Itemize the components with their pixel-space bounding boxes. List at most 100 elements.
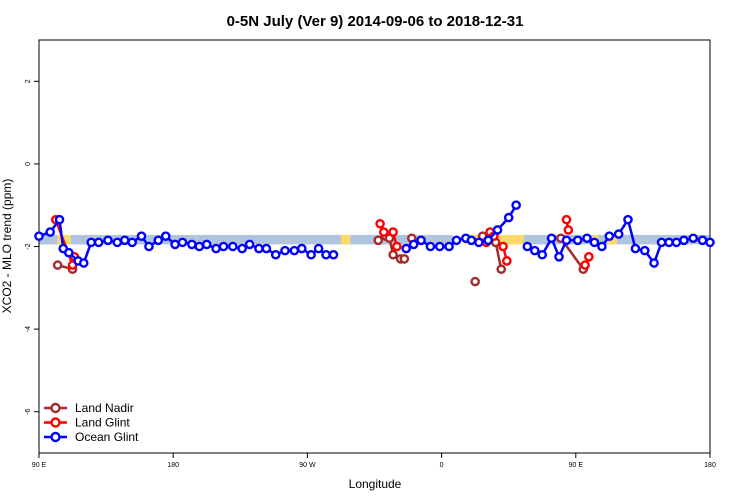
- data-point: [502, 256, 512, 266]
- data-point: [563, 225, 574, 235]
- data-point: [211, 243, 221, 254]
- data-point: [492, 225, 503, 235]
- x-tick-label: 90 E: [32, 462, 47, 469]
- data-point: [328, 249, 339, 260]
- data-point: [416, 235, 426, 246]
- band-segment: [340, 234, 351, 245]
- y-tick-label: 2: [25, 79, 32, 83]
- data-point: [671, 237, 682, 248]
- data-point: [503, 212, 514, 223]
- data-point: [321, 249, 331, 260]
- band-segment: [523, 234, 561, 245]
- series-ocean-glint: [34, 200, 715, 268]
- y-axis-label: XCO2 - MLO trend (ppm): [0, 179, 14, 314]
- data-point: [434, 241, 445, 252]
- data-point: [572, 235, 583, 246]
- legend-marker: [50, 402, 61, 414]
- data-point: [254, 243, 264, 254]
- data-point: [656, 237, 667, 248]
- legend-marker: [50, 417, 61, 428]
- legend-marker: [50, 431, 61, 443]
- data-point: [289, 245, 300, 256]
- data-point: [496, 264, 507, 275]
- data-point: [112, 237, 123, 248]
- data-point: [466, 235, 477, 246]
- data-point: [52, 260, 63, 270]
- plot-frame: [38, 39, 711, 454]
- data-point: [511, 200, 521, 210]
- data-point: [187, 239, 197, 250]
- data-point: [623, 214, 633, 225]
- data-point: [705, 237, 715, 248]
- x-axis: 90 E 180 90 W 0 90 E 180: [32, 453, 716, 469]
- band-segment: [39, 234, 58, 245]
- data-point: [373, 235, 384, 246]
- data-point: [136, 231, 147, 241]
- x-tick-label: 0: [440, 462, 444, 469]
- data-point: [688, 233, 699, 244]
- data-point: [270, 249, 281, 260]
- band-segment: [70, 234, 341, 245]
- data-point: [483, 235, 493, 246]
- data-point: [425, 241, 436, 252]
- x-tick-label: 90 W: [299, 462, 316, 469]
- data-point: [584, 252, 594, 262]
- data-point: [160, 231, 171, 241]
- data-point: [597, 241, 607, 252]
- data-point: [78, 258, 89, 268]
- data-point: [177, 237, 188, 248]
- data-point: [280, 245, 290, 256]
- chart-title: 0-5N July (Ver 9) 2014-09-06 to 2018-12-…: [227, 13, 524, 30]
- data-point: [218, 241, 229, 252]
- data-point: [194, 241, 205, 252]
- data-point: [444, 241, 454, 252]
- data-point: [201, 239, 212, 250]
- x-axis-label: Longitude: [349, 477, 402, 491]
- band-segment: [426, 234, 453, 245]
- data-point: [546, 233, 557, 244]
- data-point: [470, 276, 480, 287]
- y-tick-label: -6: [25, 408, 32, 414]
- data-point: [582, 233, 592, 244]
- data-point: [580, 260, 590, 270]
- x-tick-label: 180: [167, 462, 179, 469]
- data-point: [498, 241, 508, 252]
- data-point: [589, 237, 600, 248]
- data-point: [399, 254, 410, 264]
- data-point: [649, 258, 659, 268]
- data-point: [103, 235, 113, 246]
- data-point: [522, 241, 533, 252]
- data-point: [237, 243, 247, 254]
- data-point: [375, 218, 385, 229]
- data-point: [561, 235, 572, 246]
- data-point: [34, 231, 44, 241]
- legend-label: Ocean Glint: [75, 430, 139, 444]
- x-tick-label: 180: [704, 462, 716, 469]
- data-point: [554, 252, 564, 262]
- legend-label: Land Nadir: [75, 401, 134, 415]
- y-tick-label: 0: [25, 162, 32, 166]
- data-point: [170, 239, 180, 250]
- data-point: [630, 243, 641, 254]
- data-point: [474, 237, 484, 248]
- data-point: [54, 214, 65, 225]
- data-point: [45, 227, 55, 237]
- y-tick-label: -4: [25, 326, 32, 332]
- data-point: [127, 237, 137, 248]
- data-point: [401, 243, 411, 254]
- series-layer: [34, 200, 715, 287]
- x-tick-label: 90 E: [569, 462, 584, 469]
- data-point: [379, 227, 389, 237]
- data-point: [86, 237, 96, 248]
- data-point: [119, 235, 130, 246]
- data-point: [244, 239, 255, 250]
- data-point: [153, 235, 164, 246]
- data-point: [697, 235, 708, 246]
- legend-label: Land Glint: [75, 416, 130, 430]
- band-segment: [598, 234, 608, 245]
- data-point: [261, 243, 272, 254]
- data-point: [228, 241, 238, 252]
- data-point: [604, 231, 615, 241]
